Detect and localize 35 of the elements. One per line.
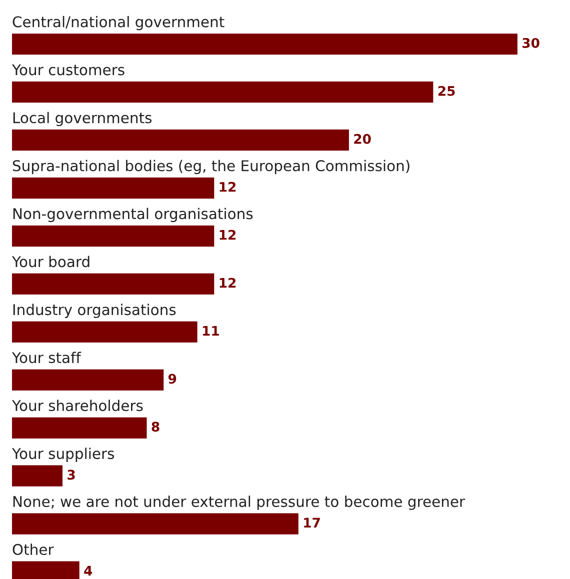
y-tick-label: Your shareholders [12, 400, 143, 412]
bar [12, 177, 214, 199]
data-label: 4 [84, 566, 92, 576]
y-tick-label: None; we are not under external pressure to become greener [13, 496, 466, 510]
data-label: 12 [220, 278, 236, 288]
bar [12, 130, 349, 151]
data-label: 12 [220, 230, 236, 240]
y-tick-label: Other [12, 544, 54, 556]
y-tick-label: Local governments [13, 112, 152, 126]
bar [12, 321, 198, 343]
data-label: 25 [438, 86, 455, 96]
data-label: 17 [304, 518, 320, 528]
bar [12, 82, 434, 103]
bar [12, 34, 518, 55]
bar [12, 417, 147, 438]
y-tick-label: Non-governmental organisations [13, 208, 253, 222]
y-tick-label: Industry organisations [13, 304, 176, 318]
y-tick-label: Central/national government [12, 16, 224, 30]
y-tick-label: Your suppliers [12, 448, 114, 462]
y-tick-label: Your staff [12, 352, 82, 364]
y-tick-label: Your board [12, 256, 90, 268]
data-label: 8 [152, 422, 160, 432]
y-tick-label: Your customers [12, 64, 124, 76]
data-label: 30 [522, 38, 540, 48]
data-label: 3 [68, 470, 75, 480]
data-label: 9 [168, 374, 176, 384]
data-label: 12 [220, 182, 236, 192]
bar [12, 465, 63, 486]
data-label: 11 [202, 326, 219, 336]
bar [12, 369, 164, 390]
bar [12, 513, 298, 534]
data-label: 20 [354, 134, 371, 144]
bar [12, 273, 214, 295]
y-tick-label: Supra-national bodies (eg, the European Commission) [12, 160, 410, 174]
bar [12, 225, 214, 247]
